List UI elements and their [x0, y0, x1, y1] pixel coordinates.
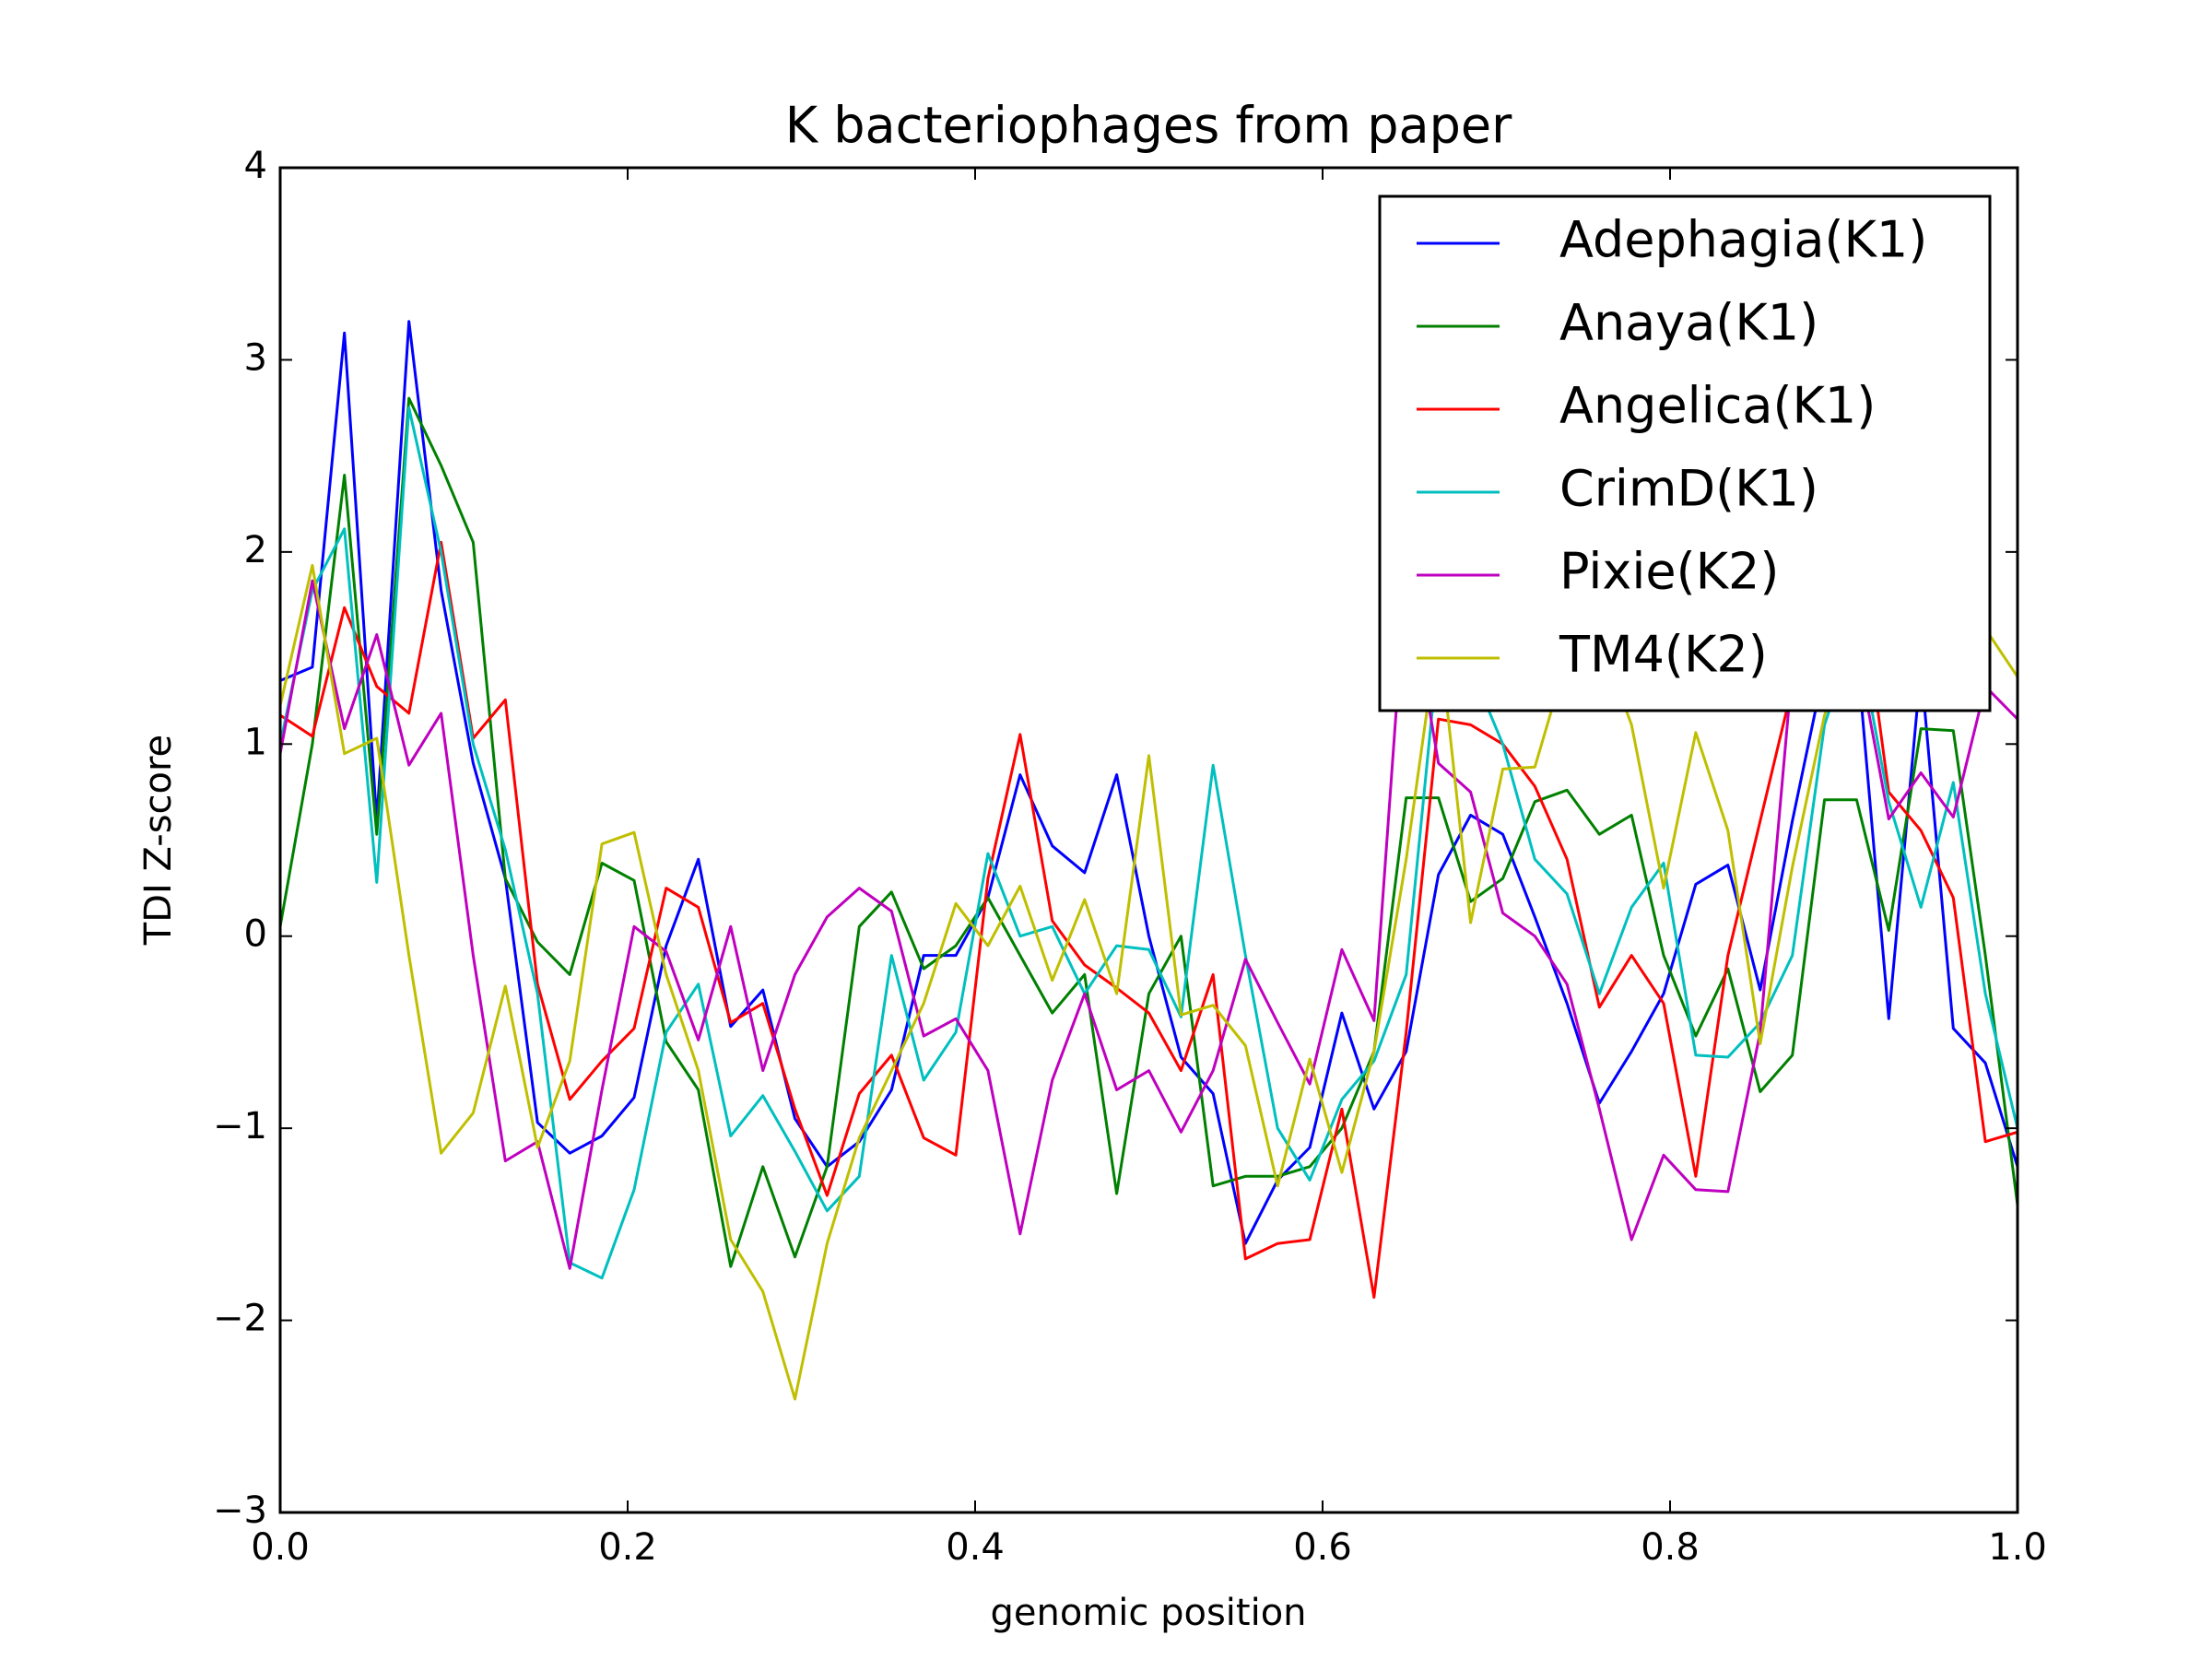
y-tick-label: 3: [244, 336, 267, 379]
y-axis-label: TDI Z-score: [137, 735, 180, 946]
plot-frame: [278, 166, 2019, 1514]
legend-label: CrimD(K1): [1559, 460, 1818, 518]
legend-label: TM4(K2): [1559, 626, 1768, 684]
legend-box: [1378, 194, 1992, 712]
x-tick-label: 0.8: [1641, 1526, 1700, 1569]
x-tick-label: 0.0: [251, 1526, 310, 1569]
legend-label: Anaya(K1): [1559, 294, 1818, 352]
legend: Adephagia(K1) Anaya(K1) Angelica(K1) CrimD(…: [1378, 194, 1992, 712]
y-tick-label: 4: [244, 145, 267, 187]
x-axis-label: genomic position: [990, 1592, 1306, 1634]
legend-label: Pixie(K2): [1559, 543, 1779, 601]
series-line: [280, 570, 2018, 1270]
ticks: 0.0 0.2 0.4 0.6 0.8 1.0 −3 −2 −1 0 1 2 3 4: [213, 145, 2047, 1569]
legend-label: Angelica(K1): [1559, 377, 1876, 435]
y-tick-label: 0: [244, 913, 267, 956]
series-line: [280, 396, 2018, 1268]
x-tick-label: 0.4: [946, 1526, 1005, 1569]
legend-label: Adephagia(K1): [1559, 211, 1927, 269]
y-tick-label: −2: [213, 1298, 267, 1340]
plot-lines: [280, 320, 2018, 1401]
y-tick-label: −1: [213, 1105, 267, 1147]
x-tick-label: 1.0: [1988, 1526, 2047, 1569]
y-tick-label: 2: [244, 529, 267, 571]
series-line: [280, 320, 2018, 1245]
y-tick-label: 1: [244, 721, 267, 763]
chart-title: K bacteriophages from paper: [785, 97, 1512, 155]
series-line: [280, 540, 2018, 1300]
x-tick-label: 0.2: [598, 1526, 657, 1569]
y-tick-label: −3: [213, 1489, 267, 1532]
x-tick-label: 0.6: [1293, 1526, 1352, 1569]
series-line: [280, 563, 2018, 1401]
